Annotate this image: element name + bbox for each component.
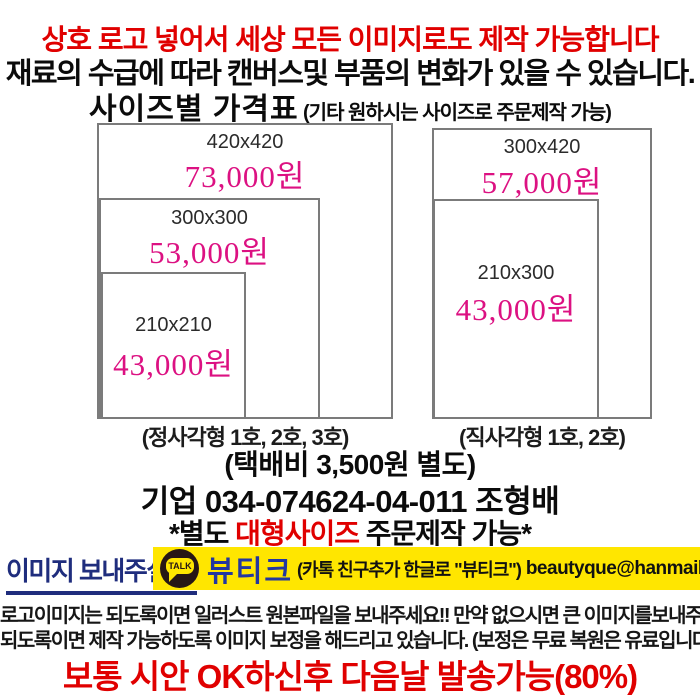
- bank-account-line: 기업 034-074624-04-011 조형배: [140, 484, 560, 519]
- price-label: 57,000원: [481, 165, 603, 200]
- kakaotalk-bubble: TALK: [166, 558, 194, 574]
- rect-box-210x300: [433, 199, 599, 419]
- size-label: 210x300: [477, 262, 555, 284]
- size-label: 300x420: [503, 136, 581, 158]
- custom-size-prefix: *별도: [168, 518, 236, 549]
- rect-group-caption: (직사각형 1호, 2호): [459, 425, 626, 450]
- custom-size-note: *별도 대형사이즈 주문제작 가능*: [0, 512, 700, 552]
- headline-materials-note: 재료의 수급에 따라 캔버스및 부품의 변화가 있을 수 있습니다.: [5, 58, 696, 90]
- custom-size-highlight: 대형사이즈: [235, 518, 360, 549]
- notice-line-1: 로고이미지는 되도록이면 일러스트 원본파일을 보내주세요!! 만약 없으시면 …: [0, 605, 700, 627]
- size-label: 210x210: [135, 314, 212, 336]
- custom-size-suffix: 주문제작 가능*: [358, 518, 532, 549]
- price-label: 43,000원: [455, 292, 577, 327]
- price-table-title: 사이즈별 가격표: [89, 93, 299, 126]
- shipping-fee-note: (택배비 3,500원 별도): [224, 449, 476, 480]
- square-box-210: [101, 272, 246, 419]
- shipping-speed-highlight: 보통 시안 OK하신후 다음날 발송가능(80%): [62, 658, 638, 695]
- kakao-contact-band: TALK 뷰티크 (카톡 친구추가 한글로 "뷰티크") beautyque@h…: [153, 547, 700, 590]
- size-label: 420x420: [206, 131, 284, 153]
- price-table-title-note: (기타 원하시는 사이즈로 주문제작 가능): [303, 102, 612, 124]
- kakaotalk-bubble-tail: [169, 572, 179, 582]
- kakao-add-note: (카톡 친구추가 한글로 "뷰티크"): [297, 559, 522, 580]
- headline-red: 상호 로고 넣어서 세상 모든 이미지로도 제작 가능합니다: [41, 24, 660, 55]
- contact-email: beautyque@hanmail.net: [525, 557, 700, 579]
- price-label: 73,000원: [184, 159, 306, 194]
- kakaotalk-bubble-text: TALK: [168, 561, 192, 571]
- price-table-title-row: 사이즈별 가격표 (기타 원하시는 사이즈로 주문제작 가능): [0, 84, 700, 128]
- square-group-caption: (정사각형 1호, 2호, 3호): [141, 425, 350, 450]
- price-label: 43,000원: [113, 347, 234, 382]
- kakaotalk-icon: TALK: [160, 549, 199, 588]
- price-label: 53,000원: [149, 235, 270, 270]
- kakao-id: 뷰티크: [207, 555, 294, 588]
- notice-line-2: 되도록이면 제작 가능하도록 이미지 보정을 해드리고 있습니다. (보정은 무…: [0, 630, 700, 652]
- size-label: 300x300: [171, 207, 248, 229]
